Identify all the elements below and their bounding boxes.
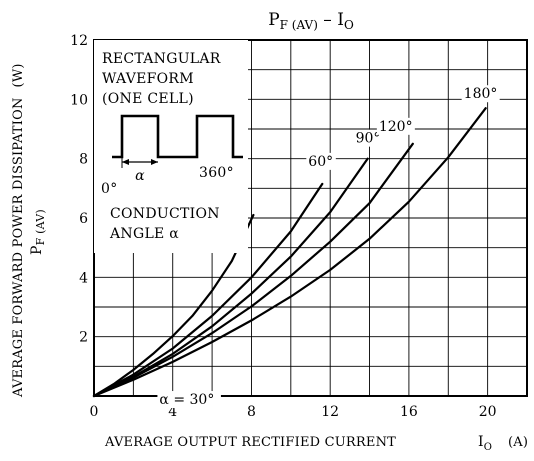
alpha-symbol: α: [135, 168, 145, 184]
curve-label-2: 60°: [308, 154, 333, 170]
curve-label-3: 90°: [356, 131, 381, 147]
title-main2: I: [337, 10, 344, 30]
y-tick-label: 10: [70, 92, 88, 108]
chart-title: PF (AV) – IO: [268, 10, 354, 32]
x-tick-label: 0: [90, 404, 99, 420]
period-label: 360°: [199, 165, 234, 181]
conduction-line-2: ANGLE α: [109, 226, 179, 242]
curve-label-5: 180°: [464, 86, 498, 102]
x-axis-label-sub: O: [484, 442, 492, 453]
rectangular-waveform-icon: [112, 114, 243, 159]
curve-label-bg: [376, 117, 415, 135]
y-tick-label: 8: [79, 152, 88, 168]
y-tick-label: 6: [79, 211, 88, 227]
curve-label-bg: [157, 391, 221, 409]
conduction-line-1: CONDUCTION: [110, 206, 220, 222]
title-main: P: [268, 10, 279, 30]
curve-label-1: α = 30°: [159, 392, 214, 408]
x-tick-label: 16: [400, 404, 418, 420]
series-line-2: [92, 182, 324, 398]
title-sep: –: [318, 10, 337, 30]
y-tick-label: 12: [70, 33, 88, 49]
series-line-5: [92, 107, 487, 398]
curve-label-4: 120°: [379, 119, 413, 135]
y-tick-label: 2: [79, 330, 88, 346]
title-sub2: O: [344, 18, 354, 32]
x-tick-label: 20: [479, 404, 497, 420]
y-tick-label: 4: [79, 270, 88, 286]
y-axis-label-text: AVERAGE FORWARD POWER DISSIPATION: [11, 97, 26, 398]
x-tick-label: 4: [168, 404, 177, 420]
curve-label-bg: [461, 85, 500, 103]
x-tick-label: 8: [247, 404, 256, 420]
inset-line-3: (ONE CELL): [102, 91, 194, 107]
x-axis-label-sym: I: [478, 434, 484, 450]
inset-box: [94, 40, 248, 253]
x-axis-label-text: AVERAGE OUTPUT RECTIFIED CURRENT: [104, 435, 396, 450]
y-axis-symbol-sub: F (AV): [34, 209, 47, 245]
zero-degree-label: 0°: [101, 181, 118, 197]
alpha-arrow-right-icon: [151, 159, 158, 165]
series-line-4: [92, 142, 414, 398]
title-sub: F (AV): [280, 18, 318, 32]
x-tick-label: 12: [321, 404, 339, 420]
curve-label-bg: [306, 152, 336, 170]
y-axis-label-unit: (W): [11, 63, 26, 87]
inset-line-1: RECTANGULAR: [102, 51, 221, 67]
x-axis-label-unit: (A): [508, 435, 528, 450]
curve-label-bg: [353, 129, 384, 147]
y-axis-symbol: PF (AV): [29, 209, 47, 255]
series-line-1: [92, 213, 255, 398]
curve-labels: α = 30° 60° 90°120° 180°: [157, 85, 500, 409]
inset-line-2: WAVEFORM: [102, 71, 194, 87]
y-axis-symbol-main: P: [29, 245, 45, 255]
x-axis-label: AVERAGE OUTPUT RECTIFIED CURRENT IO (A): [104, 434, 528, 453]
alpha-arrow-left-icon: [122, 159, 129, 165]
curves: [92, 107, 487, 398]
y-axis-label: AVERAGE FORWARD POWER DISSIPATION (W): [11, 63, 26, 398]
